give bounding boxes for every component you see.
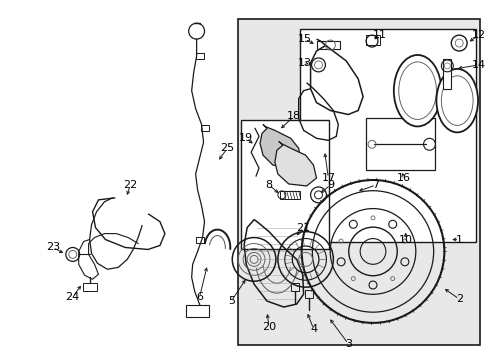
Bar — [82, 283, 96, 291]
Bar — [304, 290, 312, 298]
Bar — [200, 125, 208, 131]
Text: 18: 18 — [286, 112, 300, 121]
Bar — [238, 19, 479, 345]
Bar — [299, 29, 475, 242]
Polygon shape — [274, 141, 316, 186]
Ellipse shape — [393, 55, 441, 126]
Polygon shape — [260, 125, 300, 168]
Text: 3: 3 — [344, 339, 351, 349]
Text: 21: 21 — [296, 222, 310, 233]
Ellipse shape — [435, 69, 477, 132]
Text: 22: 22 — [123, 180, 137, 190]
Text: 19: 19 — [239, 133, 253, 143]
Text: 9: 9 — [326, 180, 333, 190]
Text: 24: 24 — [65, 292, 80, 302]
Text: 25: 25 — [220, 143, 234, 153]
Text: 8: 8 — [265, 180, 272, 190]
Text: 14: 14 — [471, 60, 485, 70]
Text: 6: 6 — [196, 292, 203, 302]
Bar — [366, 35, 379, 45]
Bar — [443, 59, 450, 89]
Bar — [279, 191, 299, 199]
Bar — [185, 305, 209, 317]
Bar — [195, 53, 203, 59]
Text: 2: 2 — [455, 294, 462, 304]
Text: 20: 20 — [262, 322, 275, 332]
Text: 5: 5 — [227, 296, 234, 306]
Text: 16: 16 — [396, 173, 410, 183]
Text: 15: 15 — [297, 34, 311, 44]
Bar — [241, 121, 329, 249]
Text: 17: 17 — [321, 173, 335, 183]
Text: 13: 13 — [297, 58, 311, 68]
Text: 11: 11 — [372, 30, 386, 40]
Text: 10: 10 — [398, 234, 412, 244]
Text: 1: 1 — [455, 234, 462, 244]
Text: 12: 12 — [471, 30, 485, 40]
Text: 7: 7 — [372, 180, 379, 190]
Text: 4: 4 — [309, 324, 316, 334]
Bar — [366, 118, 434, 170]
Bar — [195, 237, 203, 243]
Bar — [316, 41, 340, 49]
Text: 23: 23 — [46, 243, 60, 252]
Bar — [290, 283, 298, 291]
